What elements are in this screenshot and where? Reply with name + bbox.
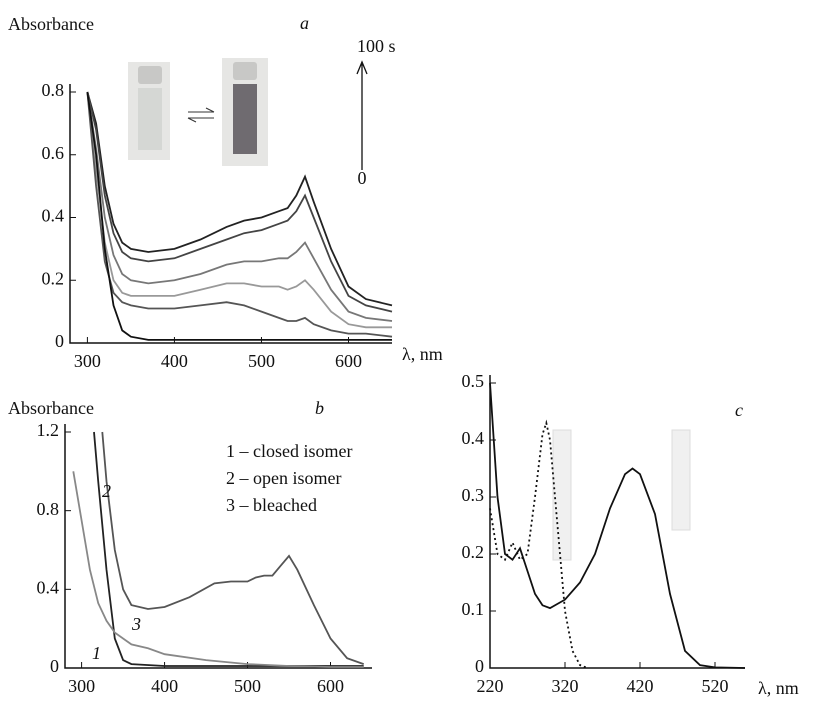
x-tick-label: 300 [74, 351, 101, 371]
vial-cap [233, 62, 257, 80]
x-tick-label: 520 [702, 676, 729, 696]
y-tick-label: 0.3 [462, 485, 485, 505]
y-tick-label: 1.2 [37, 420, 60, 440]
y-tick-label: 0.4 [37, 577, 60, 597]
series-line [86, 91, 393, 322]
panel-label: b [315, 398, 324, 418]
y-tick-label: 0 [50, 656, 59, 676]
legend-label: 2 – open isomer [226, 468, 341, 488]
y-axis-label: Absorbance [8, 398, 94, 418]
cuvette-image [552, 429, 572, 561]
y-tick-label: 0.5 [462, 371, 485, 391]
x-tick-label: 500 [248, 351, 275, 371]
y-tick-label: 0.2 [42, 268, 65, 288]
equilibrium-arrow [187, 107, 215, 123]
y-tick-label: 0.8 [37, 499, 60, 519]
x-axis-label: λ, nm [758, 678, 799, 698]
x-tick-label: 600 [335, 351, 362, 371]
time-arrow [356, 60, 368, 170]
series-line [72, 471, 364, 668]
series-line [489, 382, 746, 669]
series-line [86, 91, 393, 313]
series-line [86, 91, 392, 341]
vial-cap [138, 66, 162, 84]
y-axis-label: Absorbance [8, 14, 94, 34]
x-axis-label: λ, nm [402, 344, 443, 364]
y-tick-label: 0.2 [462, 542, 485, 562]
series-line [86, 91, 393, 338]
series-line [489, 419, 588, 669]
curve-label: 1 [92, 643, 101, 663]
curve-label: 3 [131, 614, 141, 634]
y-tick-label: 0.4 [42, 206, 65, 226]
legend-label: 3 – bleached [226, 495, 317, 515]
y-tick-label: 0.6 [42, 143, 65, 163]
annotation: 0 [358, 168, 367, 188]
x-tick-label: 600 [317, 676, 344, 696]
y-tick-label: 0.4 [462, 428, 485, 448]
y-tick-label: 0 [55, 331, 64, 351]
x-tick-label: 320 [552, 676, 579, 696]
cuvette-image [671, 429, 691, 531]
curve-label: 2 [102, 481, 111, 501]
x-tick-label: 300 [68, 676, 95, 696]
x-tick-label: 420 [627, 676, 654, 696]
x-tick-label: 400 [161, 351, 188, 371]
series-line [86, 91, 392, 329]
vial-body [138, 88, 162, 150]
y-tick-label: 0.1 [462, 599, 485, 619]
series-line [86, 91, 393, 307]
x-tick-label: 500 [234, 676, 261, 696]
axis-line [489, 375, 745, 669]
x-tick-label: 220 [477, 676, 504, 696]
x-tick-label: 400 [151, 676, 178, 696]
y-tick-label: 0.8 [42, 80, 65, 100]
legend-label: 1 – closed isomer [226, 441, 352, 461]
panel-label: a [300, 13, 309, 33]
y-tick-label: 0 [475, 656, 484, 676]
vial-body [233, 84, 257, 154]
series-line [101, 431, 365, 665]
panel-label: c [735, 400, 743, 420]
annotation: 100 s [357, 36, 396, 56]
